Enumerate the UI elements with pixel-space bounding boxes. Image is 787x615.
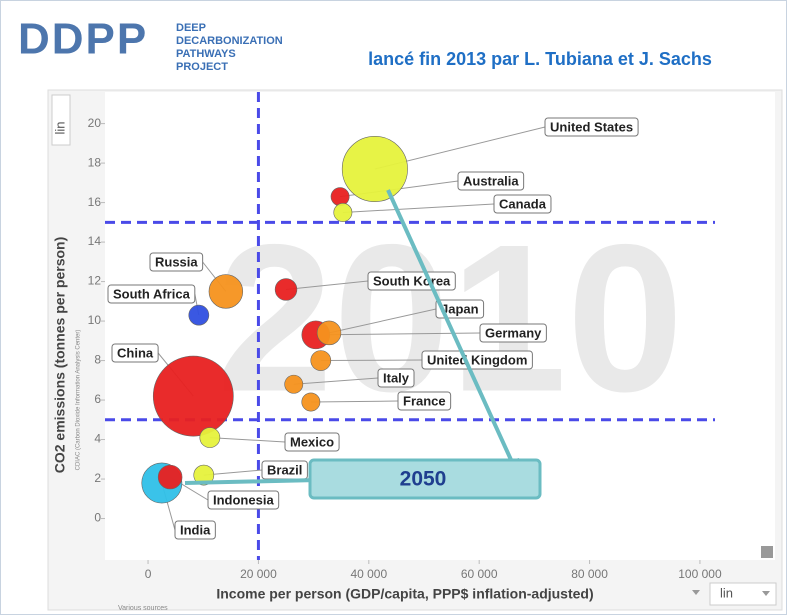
bubble (208, 274, 244, 309)
y-tick-label: 14 (88, 234, 102, 248)
label-box (435, 299, 485, 319)
label-box (493, 194, 552, 214)
bubble (310, 350, 332, 371)
country-label: India (180, 522, 211, 537)
expand-icon[interactable] (761, 546, 773, 558)
country-label: Russia (155, 254, 198, 269)
x-tick-label: 40 000 (350, 567, 387, 581)
bubble (193, 464, 215, 486)
y-tick-label: 18 (88, 155, 102, 169)
bubble (274, 278, 298, 301)
annotation: 2050 (400, 468, 447, 491)
y-source: CDIAC (Carbon Dioxide Information Analys… (76, 330, 82, 471)
y-scale-box[interactable] (51, 94, 71, 146)
y-scale[interactable]: lin (52, 121, 67, 134)
labels: United States Australia Canada Russia South … (107, 117, 639, 540)
country-label: Brazil (267, 462, 302, 477)
country-label: Mexico (290, 434, 334, 449)
bubble (152, 355, 234, 437)
project-line: DEEP (176, 22, 206, 34)
label-box (421, 350, 533, 370)
label-box (207, 490, 280, 510)
arrow (386, 189, 514, 463)
y-tick-label: 10 (88, 313, 102, 327)
bubble (301, 392, 321, 412)
label-box (377, 368, 415, 388)
label-box (149, 252, 204, 272)
x-tick-label: 60 000 (461, 567, 498, 581)
x-scale-box[interactable] (709, 582, 777, 606)
y-tick-label: 0 (94, 511, 101, 525)
country-label: Japan (441, 301, 479, 316)
subtitle: lancé fin 2013 par L. Tubiana et J. Sach… (368, 49, 712, 69)
project-line: PROJECT (176, 61, 228, 73)
label-box (544, 117, 639, 137)
bubble (157, 464, 183, 490)
y-tick-label: 4 (94, 432, 101, 446)
bubble (316, 320, 342, 346)
country-label: United Kingdom (427, 352, 527, 367)
y-tick-label: 20 (88, 116, 102, 130)
country-label: South Korea (373, 273, 451, 288)
leader-line (320, 359, 423, 362)
x-source: Various sources (118, 605, 168, 612)
ticks: 0 2 4 6 8 10 12 14 16 18 20 0 20 000 40 000 60 000 80 0… (88, 116, 722, 581)
label-box (457, 171, 525, 191)
label-box (111, 343, 159, 363)
y-axis-title: CO2 emissions (tonnes per person) (52, 237, 68, 474)
y-tick-label: 6 (94, 392, 101, 406)
y-tick-label: 12 (88, 274, 102, 288)
leader-line (310, 400, 399, 403)
arrow (184, 478, 319, 485)
bubble (284, 374, 304, 394)
x-tick-label: 20 000 (240, 567, 277, 581)
leader-line (209, 437, 286, 443)
bubble (330, 187, 350, 207)
label-box (107, 284, 196, 304)
leader-line (328, 308, 437, 334)
bubble (188, 304, 210, 326)
country-label: South Africa (113, 286, 191, 301)
leader-line (293, 377, 379, 385)
country-label: China (117, 345, 154, 360)
country-label: France (403, 393, 446, 408)
bubble (333, 203, 353, 222)
country-label: United States (550, 119, 633, 134)
bubble (199, 427, 221, 448)
leader-line (342, 203, 495, 213)
label-box (284, 432, 340, 452)
country-label: Indonesia (213, 492, 274, 507)
label-box (479, 323, 547, 343)
project-line: PATHWAYS (176, 48, 236, 60)
y-tick-label: 2 (94, 471, 101, 485)
country-label: Australia (463, 173, 519, 188)
annotation-box (308, 458, 542, 500)
x-tick-label: 0 (145, 567, 152, 581)
bubbles (141, 136, 408, 504)
x-tick-label: 80 000 (571, 567, 608, 581)
x-scale[interactable]: lin (720, 585, 733, 600)
country-label: Germany (485, 325, 542, 340)
country-label: Italy (383, 370, 410, 385)
label-box (397, 391, 452, 411)
country-label: Canada (499, 196, 547, 211)
y-tick-label: 16 (88, 195, 102, 209)
x-axis-title: Income per person (GDP/capita, PPP$ infl… (216, 586, 593, 602)
y-tick-label: 8 (94, 353, 101, 367)
logo: DDPP (18, 15, 148, 64)
bubble (341, 136, 408, 203)
x-tick-label: 100 000 (678, 567, 722, 581)
dropdown-arrow[interactable] (692, 590, 700, 595)
label-box (174, 520, 216, 540)
project-line: DECARBONIZATION (176, 35, 283, 47)
leader-line (285, 280, 369, 290)
dropdown-arrow[interactable] (762, 591, 770, 596)
